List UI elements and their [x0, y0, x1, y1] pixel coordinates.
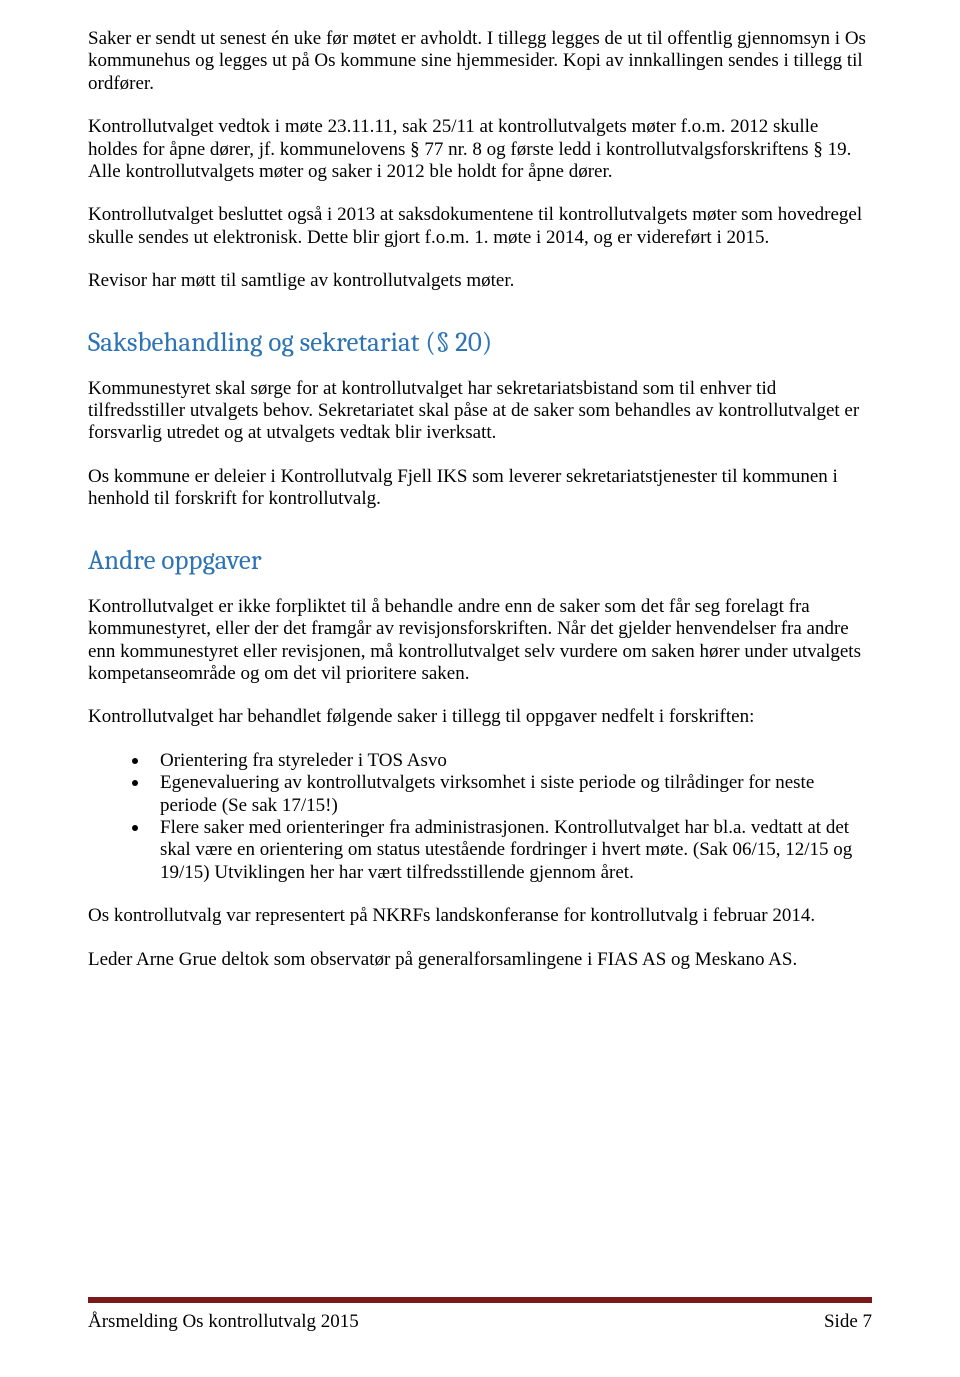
paragraph: Os kontrollutvalg var representert på NK… [88, 905, 872, 927]
list-item: Orientering fra styreleder i TOS Asvo [132, 750, 872, 772]
section-heading-andre-oppgaver: Andre oppgaver [88, 545, 872, 576]
footer-rule [88, 1297, 872, 1303]
page-footer: Årsmelding Os kontrollutvalg 2015 Side 7 [88, 1297, 872, 1333]
footer-page-number: Side 7 [824, 1311, 872, 1333]
paragraph: Revisor har møtt til samtlige av kontrol… [88, 270, 872, 292]
paragraph: Saker er sendt ut senest én uke før møte… [88, 28, 872, 95]
section-heading-saksbehandling: Saksbehandling og sekretariat (§ 20) [88, 327, 872, 358]
paragraph: Kontrollutvalget besluttet også i 2013 a… [88, 204, 872, 249]
paragraph: Kontrollutvalget vedtok i møte 23.11.11,… [88, 116, 872, 183]
list-item: Egenevaluering av kontrollutvalgets virk… [132, 772, 872, 817]
bullet-list: Orientering fra styreleder i TOS Asvo Eg… [88, 750, 872, 884]
paragraph: Leder Arne Grue deltok som observatør på… [88, 949, 872, 971]
list-item: Flere saker med orienteringer fra admini… [132, 817, 872, 884]
paragraph: Kontrollutvalget har behandlet følgende … [88, 706, 872, 728]
footer-row: Årsmelding Os kontrollutvalg 2015 Side 7 [88, 1311, 872, 1333]
paragraph: Os kommune er deleier i Kontrollutvalg F… [88, 466, 872, 511]
paragraph: Kontrollutvalget er ikke forpliktet til … [88, 596, 872, 686]
paragraph: Kommunestyret skal sørge for at kontroll… [88, 378, 872, 445]
document-page: Saker er sendt ut senest én uke før møte… [0, 0, 960, 971]
footer-title: Årsmelding Os kontrollutvalg 2015 [88, 1311, 359, 1333]
